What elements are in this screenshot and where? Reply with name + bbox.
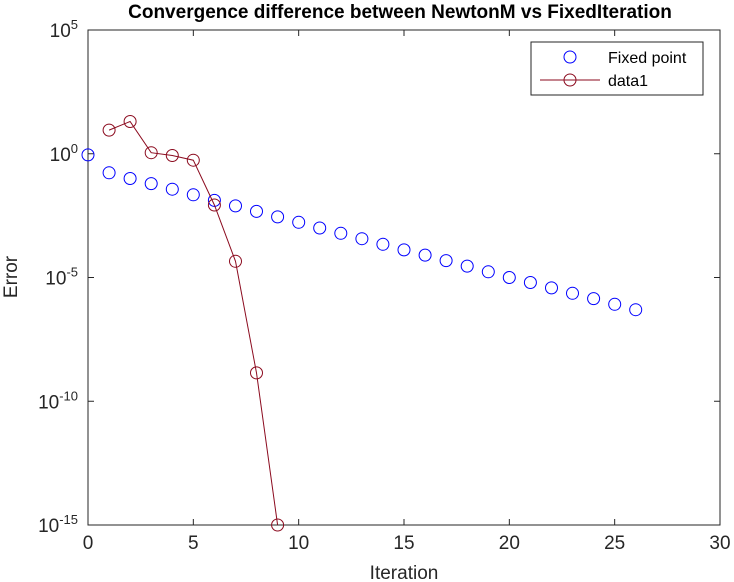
x-tick-label-6: 30 — [709, 533, 730, 554]
plot-area — [87, 29, 721, 526]
data-point-fixed-point-15 — [397, 243, 411, 257]
data-point-fixed-point-17 — [439, 254, 453, 268]
data-point-fixed-point-10 — [292, 215, 306, 229]
data-point-fixed-point-24 — [587, 292, 601, 306]
data-point-fixed-point-9 — [271, 210, 285, 224]
data-point-fixed-point-16 — [418, 248, 432, 262]
x-tick-label-4: 20 — [499, 533, 520, 554]
series-layer — [81, 115, 643, 532]
x-tick-label-2: 10 — [288, 533, 309, 554]
data-point-data1-5 — [207, 198, 221, 212]
series-data1 — [102, 115, 285, 532]
data-point-fixed-point-3 — [144, 177, 158, 191]
data-point-fixed-point-5 — [186, 188, 200, 202]
data-point-data1-8 — [271, 518, 285, 532]
data-point-fixed-point-25 — [608, 297, 622, 311]
series-line-data1 — [108, 120, 279, 526]
data-point-fixed-point-14 — [376, 237, 390, 251]
data-point-fixed-point-4 — [165, 182, 179, 196]
data-point-data1-6 — [229, 254, 242, 268]
legend-label-data1: data1 — [608, 73, 648, 90]
data-point-fixed-point-26 — [629, 303, 643, 317]
data-point-fixed-point-12 — [334, 226, 348, 240]
data-point-fixed-point-8 — [250, 204, 263, 218]
x-axis: 0 5 10 15 20 25 30 — [83, 30, 731, 554]
series-fixed-point — [81, 148, 643, 317]
y-tick-label-4: 105 — [50, 17, 78, 42]
chart-title: Convergence difference between NewtonM v… — [128, 2, 672, 23]
y-axis-label: Error — [1, 255, 22, 298]
data-point-data1-4 — [186, 153, 200, 167]
legend-box — [530, 41, 704, 96]
data-point-fixed-point-20 — [502, 271, 516, 284]
x-axis-label: Iteration — [370, 563, 439, 582]
data-point-data1-1 — [123, 115, 137, 128]
data-point-data1-0 — [102, 123, 116, 137]
data-point-fixed-point-18 — [460, 259, 474, 273]
data-point-fixed-point-19 — [481, 265, 495, 279]
data-point-fixed-point-11 — [313, 221, 327, 235]
data-point-fixed-point-13 — [355, 232, 369, 246]
data-point-fixed-point-22 — [545, 281, 558, 295]
y-tick-label-0: 10-15 — [38, 512, 78, 537]
y-tick-label-1: 10-10 — [38, 388, 78, 413]
data-point-data1-2 — [144, 146, 158, 160]
data-point-data1-3 — [165, 149, 179, 162]
y-tick-label-3: 100 — [50, 141, 78, 166]
legend-marker-data1 — [563, 73, 577, 87]
data-point-fixed-point-7 — [229, 199, 242, 213]
data-point-data1-7 — [250, 366, 263, 380]
data-point-fixed-point-0 — [81, 148, 95, 162]
x-tick-label-5: 25 — [604, 533, 625, 554]
x-tick-label-1: 5 — [188, 533, 199, 554]
x-tick-label-3: 15 — [393, 533, 414, 554]
data-point-fixed-point-21 — [523, 276, 537, 289]
legend: Fixed point data1 — [530, 41, 704, 96]
y-tick-label-2: 10-5 — [45, 265, 78, 290]
data-point-fixed-point-23 — [566, 286, 579, 300]
y-axis: 10-15 10-10 10-5 100 105 — [38, 17, 720, 537]
legend-marker-fixed-point — [563, 50, 577, 64]
legend-label-fixed-point: Fixed point — [608, 50, 687, 67]
data-point-fixed-point-1 — [102, 166, 116, 180]
x-tick-label-0: 0 — [83, 533, 94, 554]
data-point-fixed-point-2 — [123, 172, 137, 185]
